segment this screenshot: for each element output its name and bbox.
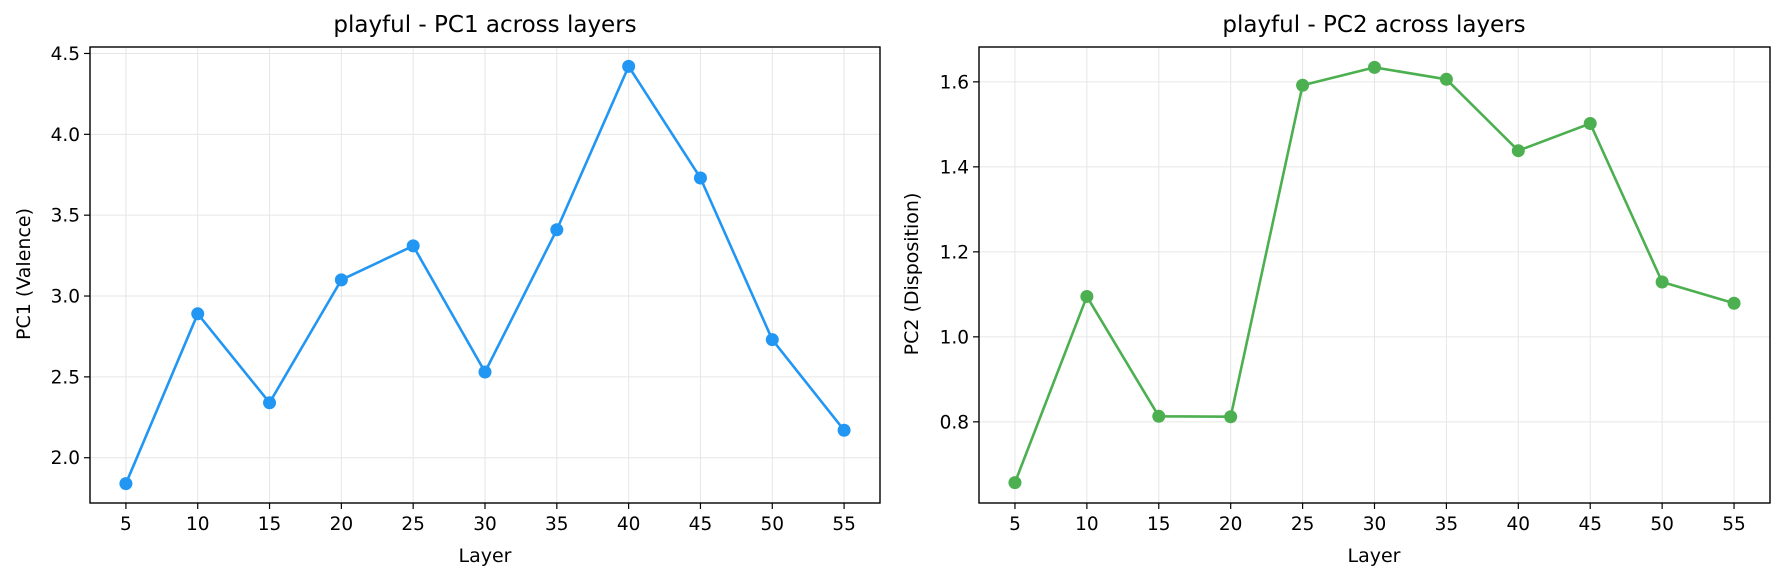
data-point (765, 333, 779, 347)
chart-title: playful - PC1 across layers (333, 12, 636, 38)
x-tick-label: 55 (832, 514, 856, 535)
x-tick-label: 30 (473, 514, 497, 535)
x-tick-label: 40 (617, 514, 641, 535)
y-tick-label: 4.0 (51, 125, 80, 146)
data-point (1511, 144, 1525, 158)
data-point (1080, 289, 1094, 303)
chart-title: playful - PC2 across layers (1222, 12, 1525, 38)
data-point (478, 365, 492, 379)
x-tick-label: 20 (330, 514, 354, 535)
y-tick-label: 2.0 (51, 448, 80, 469)
y-tick-label: 1.2 (940, 242, 969, 263)
data-point (191, 307, 205, 321)
data-point (1727, 296, 1741, 310)
x-tick-label: 25 (401, 514, 425, 535)
y-tick-label: 1.4 (940, 157, 969, 178)
x-tick-label: 5 (120, 514, 132, 535)
x-tick-label: 25 (1291, 514, 1315, 535)
data-point (693, 171, 707, 185)
y-tick-label: 1.0 (940, 327, 969, 348)
data-point (334, 273, 348, 287)
data-point (1296, 78, 1310, 92)
grid (90, 47, 880, 503)
grid (979, 47, 1770, 503)
chart-pc1-panel: playful - PC1 across layers Layer PC1 (V… (13, 12, 881, 567)
y-axis-label: PC2 (Disposition) (901, 193, 923, 356)
data-point (550, 223, 564, 237)
x-tick-label: 20 (1219, 514, 1243, 535)
x-tick-label: 45 (1578, 514, 1602, 535)
y-tick-label: 2.5 (51, 367, 80, 388)
x-tick-label: 40 (1507, 514, 1531, 535)
data-point (1224, 410, 1238, 424)
data-point (1008, 476, 1022, 490)
x-tick-label: 50 (760, 514, 784, 535)
y-tick-label: 4.5 (51, 44, 80, 65)
x-tick-label: 15 (1147, 514, 1171, 535)
data-point (1439, 72, 1453, 86)
data-point (1583, 116, 1597, 130)
data-point (837, 423, 851, 437)
data-point (263, 396, 277, 410)
x-tick-label: 10 (1075, 514, 1099, 535)
y-tick-label: 0.8 (940, 412, 969, 433)
data-point (406, 239, 420, 253)
x-tick-label: 45 (689, 514, 713, 535)
x-tick-label: 55 (1722, 514, 1746, 535)
data-point (622, 59, 636, 73)
plot-frame (89, 46, 881, 504)
data-point (1368, 60, 1381, 74)
data-point (1152, 409, 1166, 423)
y-tick-label: 3.5 (51, 206, 80, 227)
chart-pc2-panel: playful - PC2 across layers Layer PC2 (D… (901, 12, 1771, 567)
y-tick-label: 1.6 (940, 72, 969, 93)
x-tick-label: 50 (1650, 514, 1674, 535)
plot-frame (978, 46, 1771, 504)
data-point (119, 477, 133, 491)
x-tick-label: 30 (1363, 514, 1387, 535)
y-tick-label: 3.0 (51, 287, 80, 308)
data-point (1655, 275, 1669, 289)
x-axis-label: Layer (1348, 545, 1401, 567)
x-tick-label: 10 (186, 514, 210, 535)
x-tick-label: 5 (1009, 514, 1021, 535)
x-tick-label: 35 (1435, 514, 1459, 535)
x-tick-label: 35 (545, 514, 569, 535)
y-axis-label: PC1 (Valence) (13, 208, 35, 340)
x-axis-label: Layer (459, 545, 512, 567)
x-tick-label: 15 (258, 514, 282, 535)
